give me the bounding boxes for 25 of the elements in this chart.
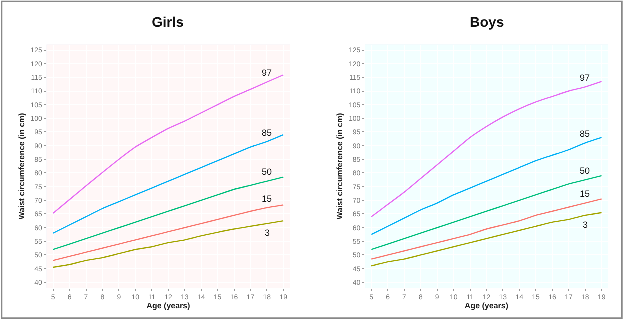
chart-title: Girls [152,14,184,30]
x-axis-title: Age (years) [464,302,509,310]
line-series [371,212,602,267]
series-label: 97 [262,68,272,78]
line-series [52,74,284,214]
line-series [371,198,602,260]
y-axis-title: Waist circumference (in cm) [17,112,26,220]
series-label: 3 [583,220,588,230]
y-axis-title: Waist circumference (in cm) [336,112,345,220]
line-series [371,175,602,250]
line-series [371,81,602,218]
series-label: 15 [580,189,590,199]
chart-title: Boys [470,14,504,30]
series-label: 85 [580,129,590,139]
line-series [52,176,284,250]
series-label: 97 [580,73,590,83]
series-label: 50 [262,167,272,177]
series-label: 50 [580,166,590,176]
line-series [52,220,284,268]
series-label: 15 [262,194,272,204]
x-axis-title: Age (years) [146,302,191,310]
series-label: 3 [265,228,270,238]
line-series [371,137,602,236]
line-series [52,204,284,262]
series-label: 85 [262,128,272,138]
